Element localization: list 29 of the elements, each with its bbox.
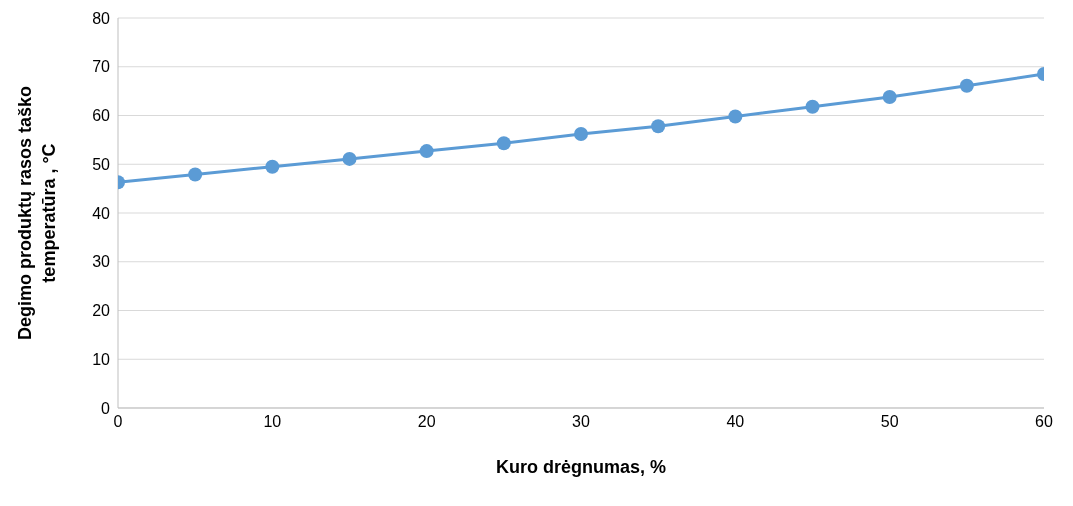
x-axis-title: Kuro drėgnumas, %	[495, 457, 667, 477]
x-tick-label: 0	[113, 413, 123, 431]
point	[805, 99, 820, 114]
point	[419, 144, 434, 159]
x-tick-label: 50	[880, 413, 899, 431]
x-tick-label: 40	[726, 413, 745, 431]
point	[728, 109, 743, 124]
y-tick-label: 30	[92, 253, 111, 271]
y-tick-label: 60	[92, 107, 111, 125]
point	[574, 127, 588, 142]
x-tick-label: 20	[417, 413, 436, 431]
y-tick-label: 10	[92, 350, 111, 368]
y-tick-label: 20	[92, 302, 111, 320]
point	[342, 151, 357, 166]
point	[651, 119, 666, 134]
x-tick-label: 60	[1035, 413, 1053, 431]
point	[188, 167, 203, 182]
y-tick-label: 80	[92, 9, 111, 27]
point	[959, 78, 974, 93]
y-axis-title: Degimo produktų rasos taško temperatūra , °C	[15, 85, 59, 341]
y-tick-label: 0	[101, 399, 111, 417]
y-tick-label: 40	[92, 204, 111, 222]
point	[496, 136, 511, 151]
point	[882, 89, 897, 104]
y-tick-label: 70	[92, 58, 111, 76]
point	[265, 159, 280, 174]
x-tick-label: 10	[263, 413, 282, 431]
y-tick-label: 50	[92, 155, 111, 173]
x-tick-label: 30	[572, 413, 590, 431]
